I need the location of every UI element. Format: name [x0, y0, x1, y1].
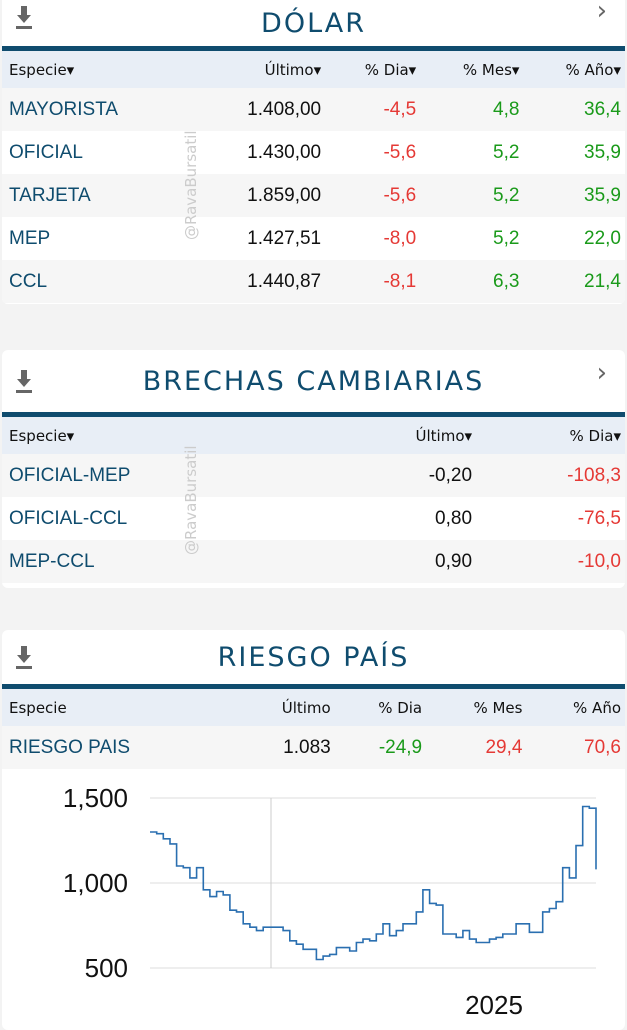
riesgo-table: Especie Último% Dia% Mes% Año RIESGO PAIS 1… — [2, 689, 625, 769]
column-header[interactable]: Último▾ — [320, 417, 477, 454]
cell-ultimo: 1.083 — [234, 726, 335, 769]
cell-name[interactable]: OFICIAL — [9, 141, 83, 163]
table-row[interactable]: OFICIAL-CCL 0,80 -76,5 — [2, 497, 625, 540]
divider — [2, 412, 625, 417]
column-header[interactable]: % Año — [526, 689, 625, 726]
cell-name[interactable]: OFICIAL-MEP — [2, 454, 321, 497]
column-header[interactable]: % Mes▾ — [420, 51, 524, 88]
cell-ultimo: 1.440,87 — [194, 260, 326, 303]
cell-dia: -5,6 — [325, 174, 421, 217]
series-line — [150, 805, 597, 961]
chevron-right-icon[interactable]: › — [596, 0, 607, 26]
column-header[interactable]: Especie▾ — [2, 417, 321, 454]
y-tick-label: 500 — [85, 953, 128, 983]
column-header[interactable]: % Año▾ — [523, 51, 625, 88]
cell-mes: 5,2 — [493, 227, 520, 249]
section-title: BRECHAS CAMBIARIAS — [142, 365, 485, 397]
x-tick-label: 2025 — [465, 990, 523, 1020]
cell-name[interactable]: TARJETA — [2, 174, 195, 217]
table-row[interactable]: RIESGO PAIS 1.083 -24,9 29,4 70,6 — [2, 726, 625, 769]
cell-ano: 22,0 — [584, 227, 621, 249]
cell-ultimo: 1.427,51 — [247, 227, 322, 249]
download-icon[interactable] — [14, 644, 34, 670]
cell-ano: 35,9 — [523, 174, 625, 217]
cell-mes: 5,2 — [493, 141, 520, 163]
divider — [2, 46, 625, 51]
cell-dia: -8,1 — [325, 260, 421, 303]
table-row[interactable]: CCL 1.440,87 -8,1 6,3 21,4 — [2, 260, 625, 303]
riesgo-card: RIESGO PAÍS Especie Último% Dia% Mes% Año… — [2, 630, 625, 1030]
watermark: @RavaBursatil — [182, 445, 200, 555]
divider — [2, 684, 625, 689]
table-row[interactable]: OFICIAL 1.430,00 -5,6 5,2 35,9 — [2, 131, 625, 174]
cell-ultimo: -0,20 — [320, 454, 477, 497]
cell-ultimo: 1.430,00 — [247, 141, 322, 163]
column-header[interactable]: % Dia▾ — [476, 417, 625, 454]
cell-mes: 5,2 — [420, 174, 524, 217]
cell-ano: 21,4 — [523, 260, 625, 303]
cell-ano: 36,4 — [523, 88, 625, 131]
brechas-table: Especie▾ Último▾% Dia▾ OFICIAL-MEP -0,20 -10… — [2, 417, 625, 583]
section-title: RIESGO PAÍS — [217, 641, 410, 673]
cell-ano: 70,6 — [526, 726, 625, 769]
dolar-card: DÓLAR › Especie▾ Último▾% Dia▾% Mes▾% Año… — [2, 0, 625, 304]
y-tick-label: 1,000 — [63, 868, 128, 898]
cell-mes: 4,8 — [420, 88, 524, 131]
cell-name[interactable]: MEP-CCL — [2, 540, 321, 583]
table-row[interactable]: MAYORISTA 1.408,00 -4,5 4,8 36,4 — [2, 88, 625, 131]
brechas-card: BRECHAS CAMBIARIAS › Especie▾ Último▾% Di… — [2, 350, 625, 588]
watermark: @RavaBursatil — [182, 130, 200, 240]
download-icon[interactable] — [14, 368, 34, 394]
cell-dia: -76,5 — [577, 507, 621, 529]
cell-dia: -24,9 — [334, 726, 427, 769]
y-tick-label: 1,500 — [63, 783, 128, 813]
cell-dia: -10,0 — [476, 540, 625, 583]
cell-dia: -108,3 — [476, 454, 625, 497]
cell-ultimo: 1.859,00 — [194, 174, 326, 217]
cell-dia: -5,6 — [383, 141, 417, 163]
table-row[interactable]: TARJETA 1.859,00 -5,6 5,2 35,9 — [2, 174, 625, 217]
cell-name[interactable]: RIESGO PAIS — [2, 726, 235, 769]
column-header[interactable]: Especie — [2, 689, 235, 726]
cell-name[interactable]: MEP — [9, 227, 51, 249]
column-header[interactable]: Último — [234, 689, 335, 726]
column-header[interactable]: % Dia — [334, 689, 427, 726]
cell-ano: 35,9 — [584, 141, 621, 163]
cell-mes: 6,3 — [420, 260, 524, 303]
riesgo-chart: 1,500 1,000 500 2025 — [63, 783, 597, 1020]
dolar-table: Especie▾ Último▾% Dia▾% Mes▾% Año▾ MAYORIS… — [2, 51, 625, 303]
section-title: DÓLAR — [261, 7, 366, 39]
cell-ultimo: 1.408,00 — [194, 88, 326, 131]
cell-name[interactable]: CCL — [2, 260, 195, 303]
column-header[interactable]: Último▾ — [194, 51, 326, 88]
column-header[interactable]: Especie▾ — [2, 51, 195, 88]
chevron-right-icon[interactable]: › — [596, 358, 607, 388]
cell-dia: -4,5 — [325, 88, 421, 131]
cell-ultimo: 0,80 — [435, 507, 473, 529]
cell-name[interactable]: OFICIAL-CCL — [9, 507, 128, 529]
download-icon[interactable] — [14, 4, 34, 30]
table-row[interactable]: MEP-CCL 0,90 -10,0 — [2, 540, 625, 583]
column-header[interactable]: % Dia▾ — [325, 51, 421, 88]
cell-mes: 29,4 — [426, 726, 527, 769]
cell-dia: -8,0 — [383, 227, 417, 249]
cell-name[interactable]: MAYORISTA — [2, 88, 195, 131]
column-header[interactable]: % Mes — [426, 689, 527, 726]
table-row[interactable]: MEP 1.427,51 -8,0 5,2 22,0 — [2, 217, 625, 260]
table-row[interactable]: OFICIAL-MEP -0,20 -108,3 — [2, 454, 625, 497]
cell-ultimo: 0,90 — [320, 540, 477, 583]
